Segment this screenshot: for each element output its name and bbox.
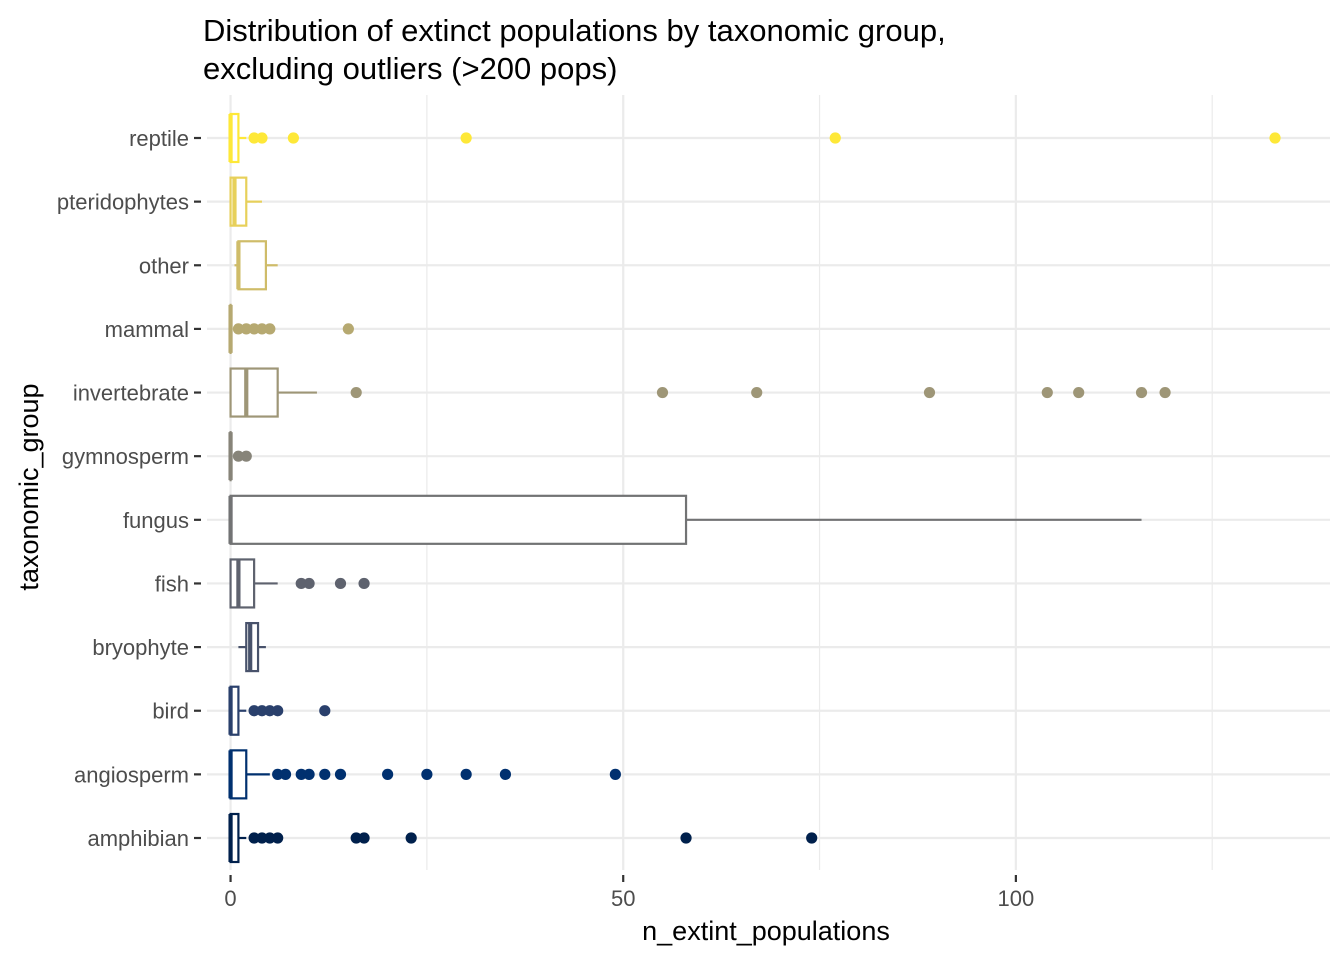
box-iqr [229, 367, 279, 418]
outlier-point [609, 768, 621, 780]
outlier-point [342, 323, 354, 335]
outlier-point [1073, 386, 1085, 399]
outlier-point [460, 132, 472, 144]
outlier-point [232, 450, 245, 462]
outlier-point [405, 832, 417, 844]
outlier-point [319, 768, 331, 780]
x-tick-label: 100 [998, 886, 1035, 911]
outlier-point [272, 768, 284, 780]
outlier-point [358, 577, 370, 590]
outlier-point [499, 768, 512, 780]
y-tick-label: pteridophytes [57, 190, 189, 215]
outlier-point [232, 323, 245, 335]
outlier-point [248, 832, 260, 844]
outlier-point [806, 832, 818, 844]
outlier-point [240, 323, 252, 335]
outlier-point [334, 768, 347, 780]
box-reptile [228, 112, 1281, 164]
outlier-point [295, 577, 307, 590]
outlier-point [460, 768, 472, 780]
y-tick-label: bird [152, 699, 189, 724]
outlier-point [272, 705, 284, 717]
outlier-point [350, 386, 362, 399]
outlier-point [256, 323, 268, 335]
outlier-point [350, 832, 362, 844]
outlier-point [248, 705, 260, 717]
outlier-point [264, 323, 276, 335]
x-tick-label: 50 [611, 886, 635, 911]
box-iqr [237, 240, 267, 291]
outlier-point [248, 132, 260, 144]
outlier-point [1135, 386, 1148, 399]
outlier-point [319, 705, 331, 717]
outlier-point [421, 768, 433, 780]
outlier-point [303, 768, 315, 780]
outlier-point [240, 450, 252, 462]
outlier-point [680, 832, 692, 844]
outlier-point [264, 832, 276, 844]
grid [207, 95, 1330, 870]
box-amphibian [228, 812, 818, 864]
outlier-point [256, 132, 268, 144]
box-pteridophytes [229, 176, 262, 227]
chart-title-line-2: excluding outliers (>200 pops) [203, 51, 617, 86]
y-tick-label: angiosperm [74, 762, 189, 787]
y-tick-label: reptile [129, 126, 189, 151]
outlier-point [272, 832, 284, 844]
box-bird [228, 685, 331, 736]
y-tick-label: gymnosperm [62, 444, 189, 469]
outlier-point [279, 768, 292, 780]
boxplots [228, 112, 1281, 864]
box-iqr [229, 749, 248, 800]
outlier-point [1041, 386, 1053, 399]
outlier-point [248, 323, 260, 335]
y-tick-label: amphibian [87, 826, 189, 851]
y-tick-label: other [139, 253, 189, 278]
box-other [234, 240, 278, 291]
box-iqr [229, 558, 256, 609]
outlier-point [1269, 132, 1281, 144]
x-axis-title: n_extint_populations [642, 916, 890, 946]
outlier-point [295, 768, 307, 780]
outlier-point [334, 577, 347, 590]
outlier-point [264, 705, 276, 717]
outlier-point [829, 132, 841, 144]
outlier-point [303, 577, 315, 590]
y-tick-label: bryophyte [92, 635, 189, 660]
box-gymnosperm [228, 431, 252, 482]
box-fish [229, 558, 370, 609]
box-fungus [228, 494, 1142, 545]
chart-title-line-1: Distribution of extinct populations by t… [203, 13, 946, 48]
outlier-point [382, 768, 394, 780]
outlier-point [923, 386, 936, 399]
box-iqr [229, 494, 688, 545]
box-mammal [228, 303, 354, 355]
outlier-point [256, 832, 268, 844]
y-tick-label: invertebrate [73, 381, 189, 406]
y-tick-label: fish [155, 571, 189, 596]
outlier-point [256, 705, 268, 717]
x-tick-label: 0 [224, 886, 236, 911]
y-tick-label: mammal [105, 317, 189, 342]
box-bryophyte [238, 621, 266, 673]
outlier-point [287, 132, 299, 144]
box-invertebrate [229, 367, 1171, 418]
outlier-point [358, 832, 370, 844]
outlier-point [1159, 386, 1171, 399]
box-angiosperm [228, 749, 621, 800]
outlier-point [751, 386, 763, 399]
axes: amphibian angiosperm bird bryophyte fish fung… [57, 126, 1034, 911]
outlier-point [656, 386, 669, 399]
y-tick-label: fungus [123, 508, 189, 533]
y-axis-title: taxonomic_group [14, 383, 44, 590]
